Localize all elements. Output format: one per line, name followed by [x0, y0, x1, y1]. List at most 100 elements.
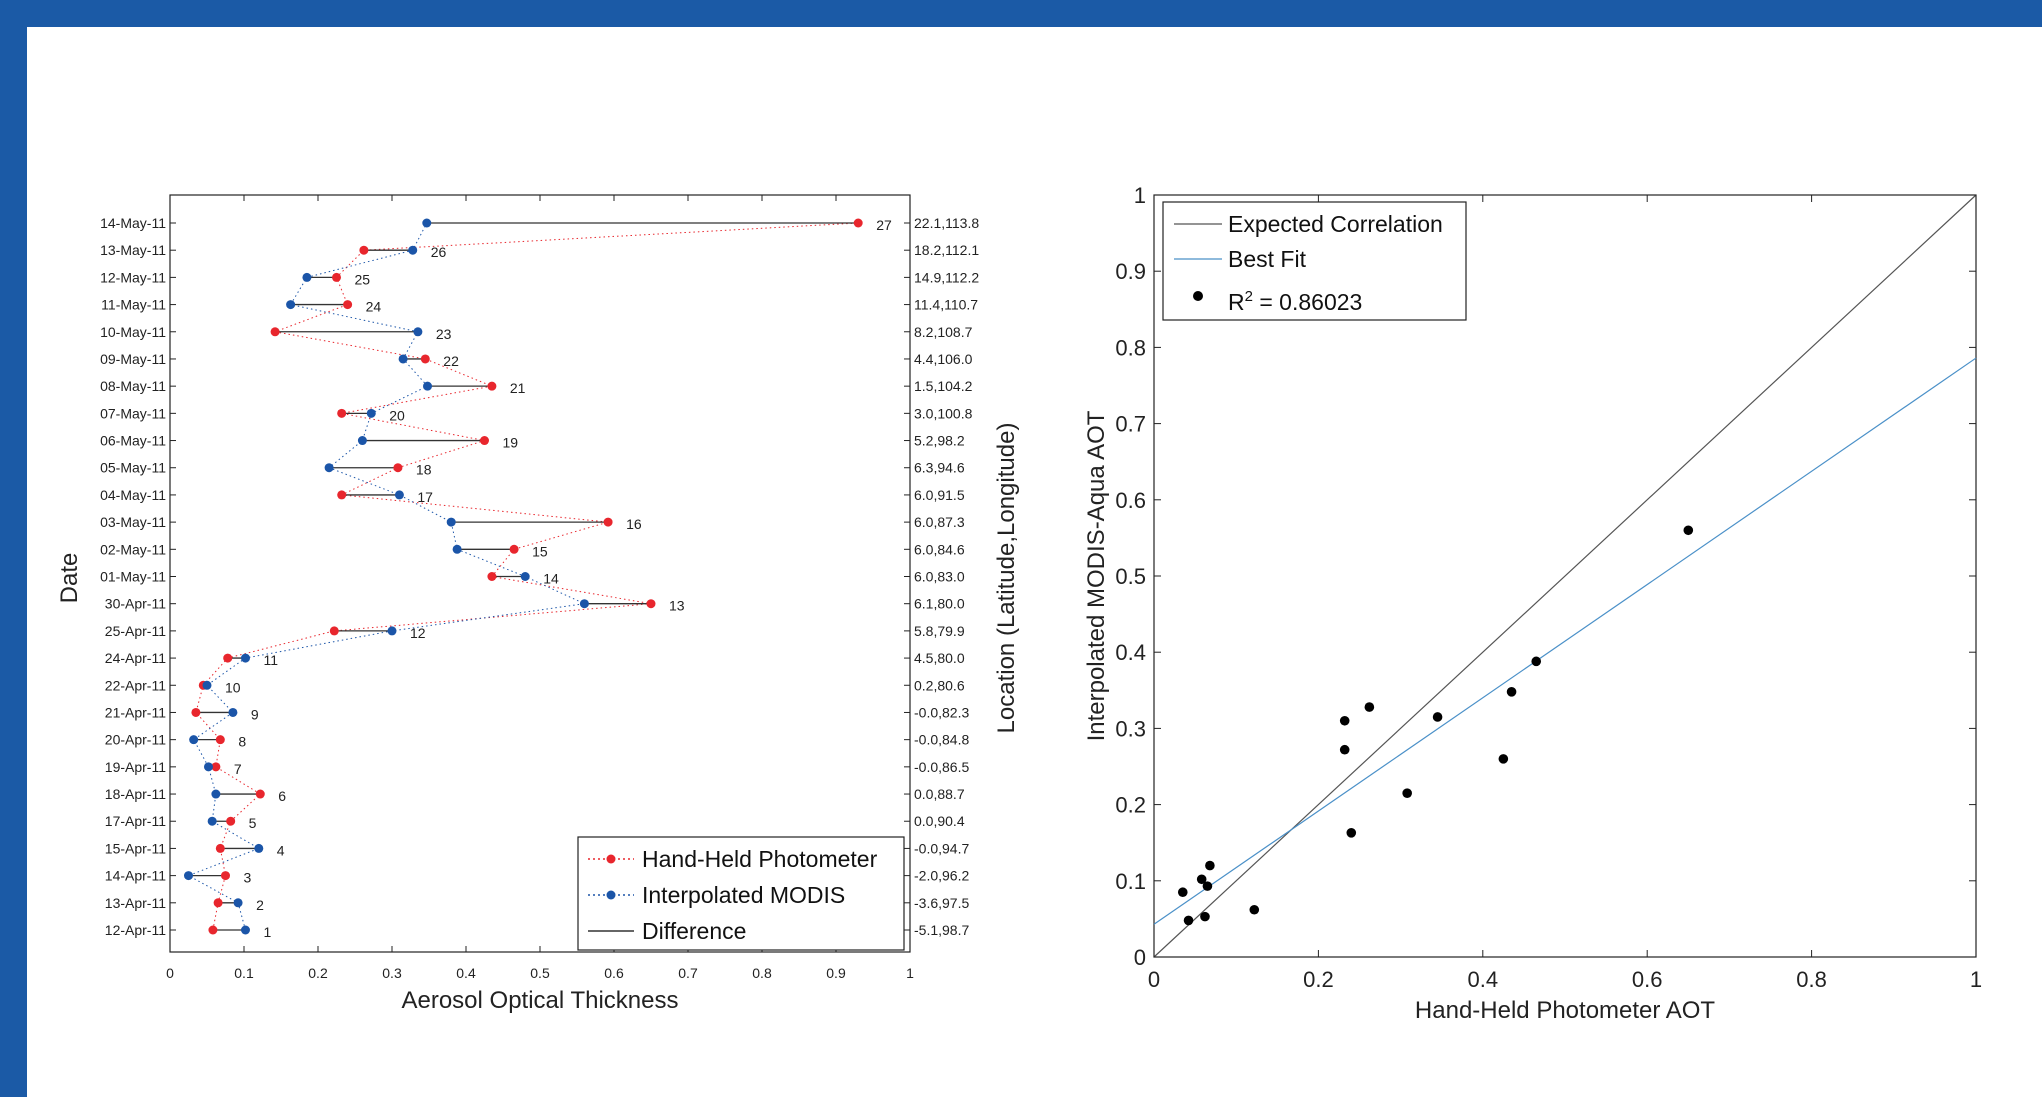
handheld-point — [226, 816, 236, 826]
modis-point — [254, 843, 264, 853]
left-x-tick-label: 0.7 — [678, 965, 698, 981]
modis-point — [579, 599, 589, 609]
site-id-label: 20 — [389, 407, 405, 423]
site-id-label: 9 — [251, 706, 259, 722]
scatter-point — [1177, 887, 1188, 898]
legend-difference-label: Difference — [642, 918, 746, 944]
right-y-tick-labels: 0 0.1 0.2 0.3 0.4 0.5 0.6 0.7 0.8 0.9 1 — [1115, 183, 1146, 970]
right-x-axis-label: Hand-Held Photometer AOT — [1415, 997, 1715, 1024]
site-id-label: 22 — [443, 353, 459, 369]
scatter-point — [1249, 904, 1260, 915]
location-tick-label: 6.1,80.0 — [914, 596, 965, 612]
handheld-point — [337, 408, 347, 418]
location-tick-label: 6.3,94.6 — [914, 460, 965, 476]
left-right-axis-label: Location (Latitude,Longitude) — [993, 423, 1020, 734]
left-x-tick-label: 1 — [906, 965, 914, 981]
scatter-point — [1432, 712, 1443, 722]
location-tick-label: 3.0,100.8 — [914, 405, 973, 421]
handheld-point — [332, 272, 341, 282]
right-x-tick-label: 0.8 — [1796, 967, 1827, 992]
date-tick-label: 07-May-11 — [100, 405, 166, 421]
location-tick-label: 0.0,88.7 — [914, 786, 965, 802]
scatter-point — [1339, 715, 1350, 726]
right-y-tick-label: 0.1 — [1115, 869, 1146, 894]
modis-point — [189, 735, 199, 745]
location-tick-label: 22.1,113.8 — [914, 215, 979, 231]
date-tick-label: 11-May-11 — [101, 297, 166, 313]
location-tick-label: 6.0,91.5 — [914, 487, 965, 503]
site-id-label: 18 — [416, 462, 432, 478]
location-tick-label: 5.8,79.9 — [914, 623, 965, 639]
legend-r2-label: R2 = 0.86023 — [1228, 288, 1362, 315]
right-x-tick-label: 0.4 — [1468, 967, 1499, 992]
modis-point — [387, 626, 397, 636]
site-id-label: 24 — [366, 299, 382, 315]
handheld-point — [270, 327, 280, 337]
site-id-label: 3 — [244, 870, 252, 886]
location-tick-label: 6.0,87.3 — [914, 514, 965, 530]
right-x-tick-label: 0.2 — [1303, 967, 1334, 992]
date-tick-label: 14-Apr-11 — [105, 868, 166, 884]
location-tick-label: -0.0,84.8 — [914, 732, 969, 748]
scatter-point — [1202, 881, 1213, 891]
site-id-label: 8 — [238, 734, 246, 750]
modis-point — [240, 653, 250, 663]
location-tick-label: 8.2,108.7 — [914, 324, 973, 340]
modis-point — [302, 272, 312, 282]
location-tick-label: 18.2,112.1 — [914, 242, 979, 258]
date-tick-label: 09-May-11 — [100, 351, 166, 367]
legend-bestfit-label: Best Fit — [1228, 246, 1307, 272]
legend-r2-marker — [1193, 291, 1203, 301]
handheld-point — [213, 898, 223, 908]
scatter-point — [1498, 754, 1509, 764]
handheld-point — [215, 735, 225, 745]
scatter-point — [1402, 788, 1412, 798]
handheld-point — [359, 245, 369, 255]
right-x-tick-label: 0.6 — [1632, 967, 1663, 992]
date-tick-label: 12-May-11 — [100, 269, 166, 285]
modis-point — [408, 245, 418, 255]
site-id-label: 10 — [225, 679, 241, 695]
site-id-label: 12 — [410, 625, 426, 641]
site-id-label: 17 — [417, 489, 433, 505]
date-tick-label: 10-May-11 — [100, 324, 166, 340]
right-y-tick-label: 0.7 — [1115, 412, 1146, 437]
location-tick-label: 1.5,104.2 — [914, 378, 973, 394]
legend-handheld-marker — [606, 854, 616, 864]
right-x-tick-labels: 0 0.2 0.4 0.6 0.8 1 — [1148, 967, 1982, 992]
handheld-point — [255, 789, 265, 799]
right-y-tick-label: 0.9 — [1115, 259, 1146, 284]
location-tick-label: 0.2,80.6 — [914, 677, 965, 693]
scatter-chart: 0 0.2 0.4 0.6 0.8 1 0 0.1 0.2 0.3 0.4 0.5 0.6 0.7 0.8… — [1083, 183, 1982, 1024]
left-location-tick-labels: -5.1,98.7 -3.6,97.5 -2.0,96.2 -0.0,94.7 0.0,… — [914, 215, 979, 938]
date-tick-label: 15-Apr-11 — [105, 840, 166, 856]
handheld-point — [211, 762, 221, 772]
best-fit-line — [1153, 357, 1977, 925]
left-x-tick-label: 0.3 — [382, 965, 402, 981]
site-id-label: 15 — [532, 543, 548, 559]
date-tick-label: 21-Apr-11 — [105, 704, 166, 720]
location-tick-label: -0.0,86.5 — [914, 759, 969, 775]
right-y-tick-label: 0.8 — [1115, 335, 1146, 360]
handheld-point — [221, 871, 230, 881]
site-id-label: 19 — [503, 435, 519, 451]
site-id-label: 16 — [626, 516, 642, 532]
date-tick-label: 25-Apr-11 — [105, 623, 166, 639]
right-y-tick-label: 0.5 — [1115, 564, 1146, 589]
date-tick-label: 02-May-11 — [100, 541, 166, 557]
handheld-point — [337, 490, 347, 500]
handheld-point — [191, 707, 201, 717]
location-tick-label: 4.5,80.0 — [914, 650, 965, 666]
scatter-point — [1364, 702, 1375, 712]
handheld-point — [487, 572, 497, 581]
right-chart-marks — [1153, 194, 1977, 958]
modis-point — [324, 463, 334, 473]
location-tick-label: -0.0,94.7 — [914, 840, 969, 856]
left-y-axis-label: Date — [56, 553, 83, 604]
date-tick-label: 13-Apr-11 — [105, 895, 166, 911]
scatter-point — [1346, 827, 1357, 838]
left-x-tick-labels: 0 0.1 0.2 0.3 0.4 0.5 0.6 0.7 0.8 0.9 1 — [166, 965, 914, 981]
site-id-label: 26 — [431, 244, 447, 260]
scatter-point — [1196, 874, 1207, 885]
site-id-label: 5 — [249, 815, 257, 831]
